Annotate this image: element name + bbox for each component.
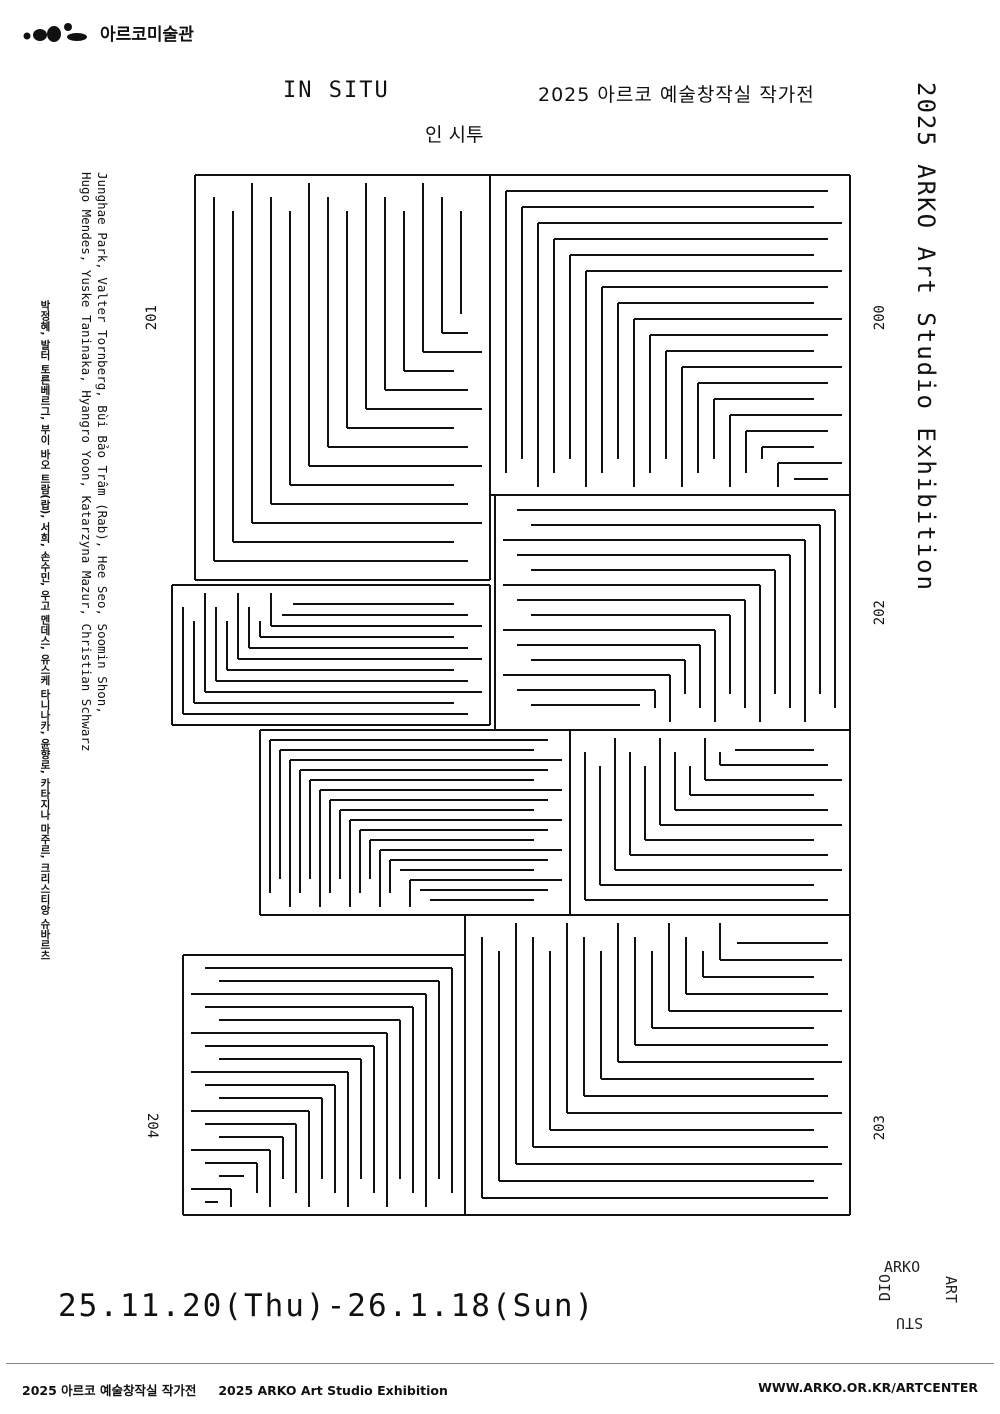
- side-title: 2025 ARKO Art Studio Exhibition: [912, 82, 940, 592]
- badge-top: ARKO: [884, 1258, 921, 1276]
- artists-en-line2: Hugo Mendes, Yuske Taninaka, Hyangro Yoo…: [79, 172, 94, 752]
- footer-url[interactable]: WWW.ARKO.OR.KR/ARTCENTER: [758, 1380, 978, 1395]
- arko-logo: 아르코미술관: [22, 20, 194, 45]
- footer-left: 2025 아르코 예술창작실 작가전 2025 ARKO Art Studio E…: [22, 1380, 470, 1399]
- logo-mark-icon: [23, 22, 87, 42]
- badge-bottom: STU: [896, 1314, 924, 1332]
- artists-en: Junghae Park, Valter Tornberg, Bùi Bảo T…: [78, 172, 110, 751]
- room-201: 201: [144, 305, 160, 331]
- title-en: IN SITU: [283, 78, 390, 103]
- footer-title-ko: 2025 아르코 예술창작실 작가전: [22, 1383, 197, 1398]
- badge-left: DIO: [876, 1274, 894, 1302]
- badge-right: ART: [942, 1276, 960, 1304]
- footer-divider: [6, 1363, 994, 1364]
- exhibition-dates: 25.11.20(Thu)-26.1.18(Sun): [58, 1288, 596, 1324]
- artists-ko: 박정혜, 발터 토른베르그, 부이 바오 트람(랍), 서희, 손수민, 우고 …: [39, 300, 51, 961]
- artists-en-line1: Junghae Park, Valter Tornberg, Bùi Bảo T…: [95, 172, 110, 714]
- logo-text: 아르코미술관: [100, 25, 194, 45]
- room-202: 202: [872, 600, 888, 626]
- footer-title-en: 2025 ARKO Art Studio Exhibition: [218, 1383, 448, 1398]
- room-203: 203: [872, 1115, 888, 1141]
- title-ko: 2025 아르코 예술창작실 작가전: [538, 84, 815, 106]
- subtitle-ko: 인 시투: [425, 124, 484, 146]
- room-204: 204: [144, 1113, 160, 1139]
- room-200: 200: [872, 305, 888, 331]
- arko-art-studio-badge: ARKO ART STU DIO: [872, 1258, 972, 1338]
